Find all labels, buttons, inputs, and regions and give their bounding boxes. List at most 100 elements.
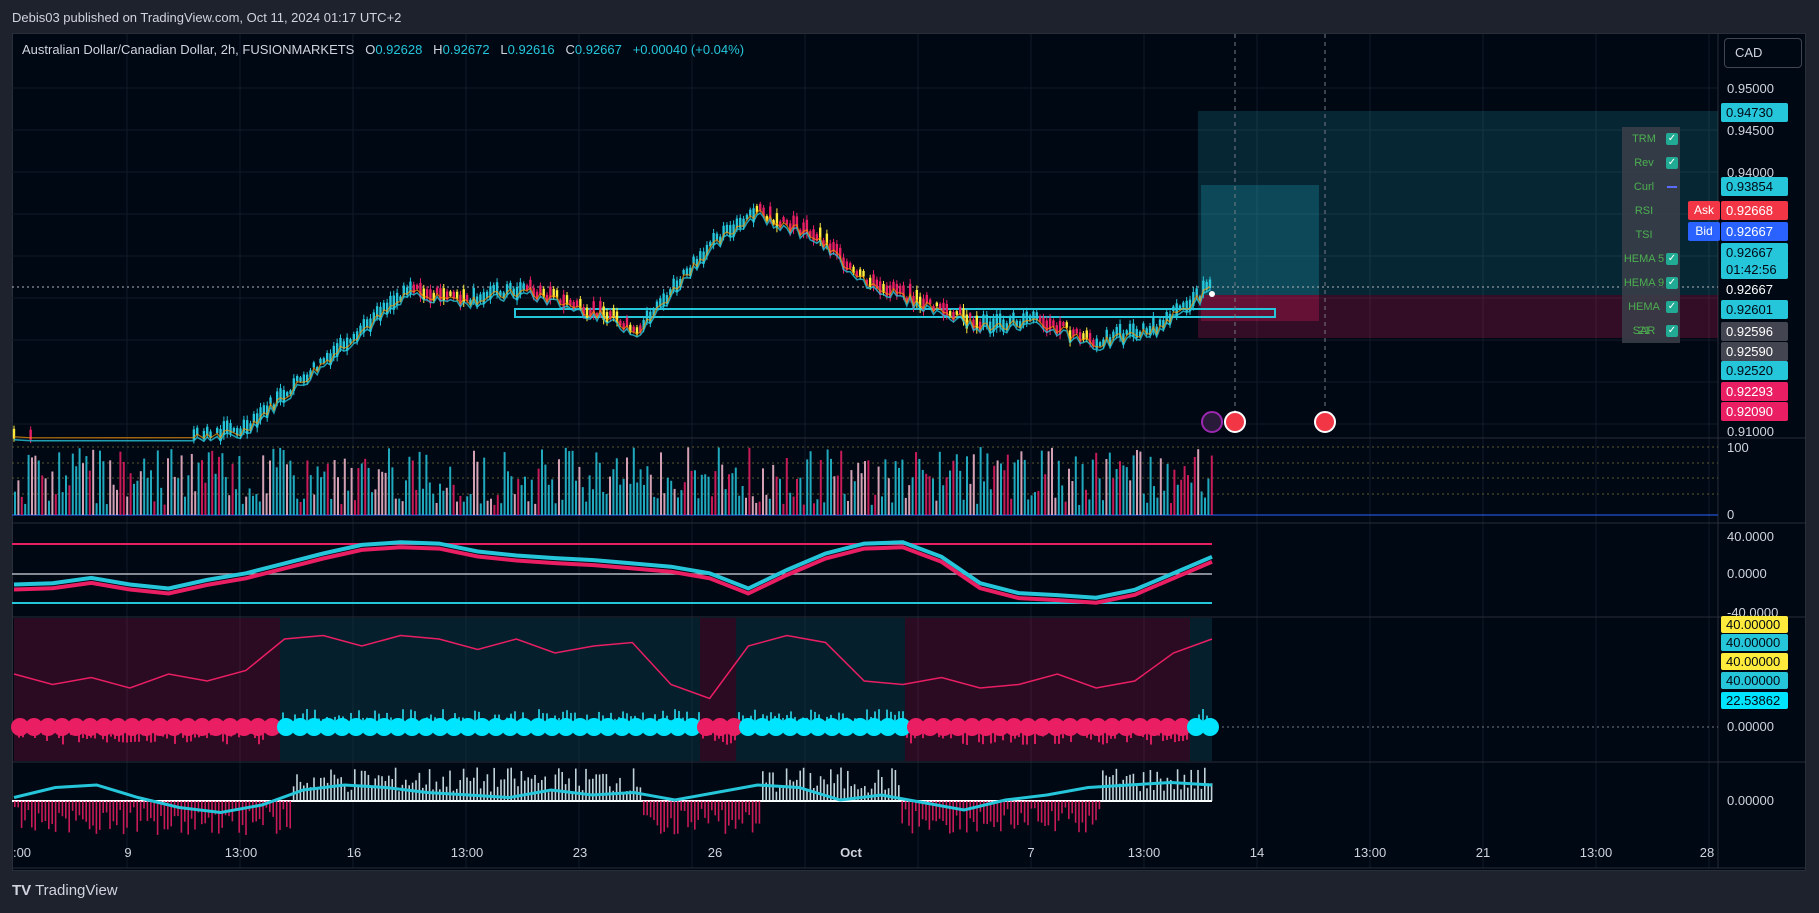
volume-bar <box>449 466 452 515</box>
candle-body <box>309 370 312 378</box>
volume-bar <box>1098 478 1101 515</box>
legend-item[interactable]: HEMA 5 ✓ <box>1622 247 1680 271</box>
osc2-dot <box>907 718 925 736</box>
candle-body <box>928 299 932 305</box>
volume-bar <box>167 458 169 515</box>
volume-bar <box>813 503 815 515</box>
osc3-histogram <box>394 767 397 801</box>
candle-body <box>355 331 359 342</box>
osc3-histogram <box>1020 801 1022 814</box>
candle-body <box>552 288 555 298</box>
osc3-histogram <box>823 779 825 801</box>
candle-body <box>432 292 435 301</box>
legend-item[interactable]: HEMA 9 ✓ <box>1622 271 1680 295</box>
osc3-histogram <box>68 801 70 833</box>
osc2-dot <box>431 718 449 736</box>
volume-bar <box>626 457 628 515</box>
chart-overlay <box>1201 291 1336 433</box>
candle-body <box>1182 302 1185 308</box>
candle-body <box>719 236 722 245</box>
volume-tick: 0 <box>1727 507 1735 522</box>
osc3-histogram <box>520 771 523 801</box>
candle-body <box>1092 339 1095 347</box>
volume-bar <box>116 489 118 515</box>
legend-item[interactable]: TRM ✓ <box>1622 127 1680 151</box>
moving-average-lines <box>13 209 1211 443</box>
legend-item-label: Curl <box>1633 181 1655 193</box>
osc2-dot <box>767 718 785 736</box>
volume-bar <box>303 498 305 515</box>
candle-body <box>1098 342 1102 347</box>
indicator-legend[interactable]: TRM ✓ Rev ✓ Curl RSI TSI HEMA 5 ✓ HEMA 9 ✓ HEMA 21 ✓… <box>1622 127 1680 343</box>
candle-body <box>685 268 689 276</box>
osc3-histogram <box>918 801 920 827</box>
volume-bar <box>228 495 231 515</box>
volume-bar <box>874 494 877 515</box>
volume-bar <box>177 478 180 515</box>
legend-item[interactable]: RSI <box>1622 199 1680 223</box>
volume-bar <box>629 483 632 515</box>
candle-body <box>709 241 712 247</box>
volume-bar <box>371 492 373 515</box>
candle-body <box>365 319 369 328</box>
checkbox-icon[interactable]: ✓ <box>1666 301 1678 313</box>
candle-body <box>196 427 199 435</box>
checkbox-icon[interactable]: ✓ <box>1666 253 1678 265</box>
osc2-histogram <box>1150 727 1152 745</box>
osc3-histogram <box>269 801 271 813</box>
osc3-histogram <box>843 788 846 801</box>
osc2-histogram <box>990 727 992 744</box>
osc3-histogram <box>677 801 679 834</box>
candle-body <box>605 312 609 323</box>
osc3-histogram <box>581 790 584 801</box>
volume-bar <box>109 460 112 515</box>
osc3-histogram <box>745 801 747 813</box>
legend-item[interactable]: SAR ✓ <box>1622 319 1680 343</box>
candle-body <box>615 311 619 323</box>
osc3-histogram <box>945 801 948 826</box>
candle-body <box>835 243 839 256</box>
volume-bar <box>394 498 397 515</box>
osc3-histogram <box>527 777 529 801</box>
volume-bar <box>962 499 965 515</box>
change-value: +0.00040 (+0.04%) <box>632 42 745 57</box>
candle-body <box>505 284 509 295</box>
legend-item[interactable]: Rev ✓ <box>1622 151 1680 175</box>
time-tick: 14 <box>1249 845 1265 860</box>
volume-bar <box>762 468 764 515</box>
osc3-histogram <box>95 801 98 834</box>
checkbox-icon[interactable]: ✓ <box>1666 133 1678 145</box>
checkbox-icon[interactable]: ✓ <box>1666 325 1678 337</box>
currency-button[interactable]: CAD <box>1724 38 1802 68</box>
legend-item[interactable]: HEMA 21 ✓ <box>1622 295 1680 337</box>
osc2-histogram <box>150 727 152 743</box>
line-style-icon[interactable] <box>1667 186 1677 188</box>
candle-body <box>385 302 389 314</box>
candle-body <box>878 281 882 295</box>
osc3-histogram <box>721 801 723 811</box>
candle-body <box>472 287 475 301</box>
candle-body <box>882 283 885 293</box>
candle-body <box>515 286 519 301</box>
osc3-histogram <box>75 801 77 821</box>
checkbox-icon[interactable]: ✓ <box>1666 277 1678 289</box>
volume-bar <box>88 470 91 515</box>
osc3-histogram <box>1010 801 1012 825</box>
osc2-histogram <box>514 711 516 727</box>
legend-item[interactable]: Curl <box>1622 175 1680 199</box>
candle-body <box>362 319 366 333</box>
volume-bar <box>1142 493 1145 515</box>
volume-bar <box>170 449 173 515</box>
legend-item[interactable]: TSI <box>1622 223 1680 247</box>
osc3-histogram <box>34 801 36 831</box>
volume-bar <box>473 450 475 515</box>
osc2-histogram <box>810 709 812 727</box>
volume-bar <box>1003 470 1006 515</box>
candle-body <box>1005 323 1008 331</box>
candle-body <box>1095 338 1098 349</box>
osc3-histogram <box>41 801 43 823</box>
candle-body <box>1035 312 1038 321</box>
volume-bar <box>864 461 866 515</box>
checkbox-icon[interactable]: ✓ <box>1666 157 1678 169</box>
